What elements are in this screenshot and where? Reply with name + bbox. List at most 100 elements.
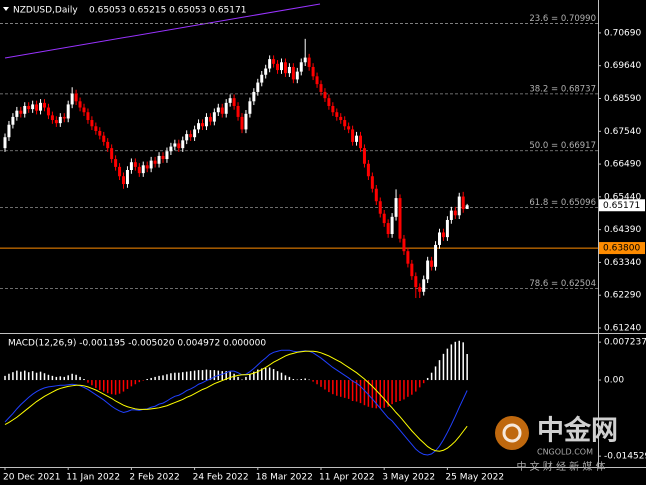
macd-histogram-bar xyxy=(253,371,255,381)
watermark-name: 中金网 xyxy=(537,415,618,447)
macd-histogram-bar xyxy=(126,380,129,389)
candle-body xyxy=(133,162,137,167)
candle-body xyxy=(165,151,169,160)
macd-histogram-bar xyxy=(395,380,397,403)
macd-histogram-bar xyxy=(332,380,334,395)
candle-body xyxy=(422,279,426,292)
candle-body xyxy=(335,112,339,117)
macd-y-tick-label: -0.014529 xyxy=(604,452,646,462)
macd-y-tick-label: 0.00 xyxy=(604,376,624,386)
macd-histogram-bar xyxy=(249,374,251,381)
y-tick-label: 0.64390 xyxy=(604,225,641,235)
macd-histogram-bar xyxy=(55,376,58,381)
macd-label: MACD(12,26,9) -0.001195 -0.005020 0.0049… xyxy=(8,339,266,349)
candle-body xyxy=(311,66,315,77)
candle-body xyxy=(185,134,189,141)
macd-histogram-bar xyxy=(375,380,378,409)
candle-body xyxy=(43,102,46,108)
candle-body xyxy=(465,205,469,209)
last-price-label: 0.65171 xyxy=(603,201,640,211)
macd-histogram-bar xyxy=(8,373,10,381)
price-tag xyxy=(599,242,645,255)
macd-histogram-bar xyxy=(450,344,453,381)
candle-body xyxy=(264,68,268,75)
candle-body xyxy=(145,165,149,169)
fib-label: 50.0 = 0.66917 xyxy=(529,141,596,151)
macd-histogram-bar xyxy=(20,371,22,381)
macd-histogram-bar xyxy=(312,380,314,382)
candle-body xyxy=(129,162,133,170)
macd-histogram-bar xyxy=(166,374,168,381)
macd-histogram-bar xyxy=(39,371,42,381)
candle-body xyxy=(240,116,244,130)
y-tick-label: 0.68590 xyxy=(604,94,641,104)
candle-body xyxy=(173,143,177,147)
macd-histogram-bar xyxy=(16,370,18,381)
y-tick-label: 0.61240 xyxy=(604,324,641,334)
candle-body xyxy=(102,135,106,142)
macd-histogram-bar xyxy=(47,374,50,381)
macd-histogram-bar xyxy=(351,380,354,401)
candle-body xyxy=(331,105,335,113)
macd-histogram-bar xyxy=(399,380,401,401)
macd-histogram-bar xyxy=(304,378,306,381)
candle-body xyxy=(414,276,418,288)
watermark: 中金网 CNGOLD.COM 中 文 财 经 新 媒 体 xyxy=(495,415,618,473)
watermark-tagline: 中 文 财 经 新 媒 体 xyxy=(516,460,605,473)
title-marker xyxy=(3,7,9,11)
macd-histogram-bar xyxy=(458,340,460,381)
macd-histogram-bar xyxy=(438,360,441,381)
macd-histogram-bar xyxy=(308,379,310,381)
macd-histogram-bar xyxy=(150,377,152,381)
macd-histogram-bar xyxy=(272,369,275,381)
candle-body xyxy=(272,59,276,64)
candle-body xyxy=(280,62,283,71)
macd-histogram-bar xyxy=(197,370,200,381)
macd-histogram-bar xyxy=(387,380,389,407)
macd-histogram-bar xyxy=(264,368,267,381)
macd-histogram-bar xyxy=(237,376,239,381)
candle-body xyxy=(78,101,82,108)
x-tick-label: 20 Dec 2021 xyxy=(3,473,61,483)
candle-body xyxy=(98,130,102,136)
macd-histogram-bar xyxy=(233,373,235,381)
macd-histogram-bar xyxy=(422,380,425,384)
candle-body xyxy=(406,251,410,264)
fib-label: 78.6 = 0.62504 xyxy=(529,279,596,289)
macd-histogram-bar xyxy=(292,379,295,381)
macd-histogram-bar xyxy=(71,373,73,381)
candle-body xyxy=(402,238,406,252)
macd-histogram-bar xyxy=(118,380,121,394)
candle-body xyxy=(295,71,299,80)
x-tick-label: 2 Feb 2022 xyxy=(129,473,179,483)
macd-histogram-bar xyxy=(426,377,429,381)
candle-body xyxy=(248,101,252,114)
macd-histogram-bar xyxy=(407,380,409,397)
candle-body xyxy=(453,210,457,216)
watermark-site: CNGOLD.COM xyxy=(537,448,593,457)
macd-histogram-bar xyxy=(300,379,302,381)
fib-label: 38.2 = 0.68737 xyxy=(529,84,596,94)
price-tag-label: 0.63800 xyxy=(603,244,640,254)
macd-histogram-bar xyxy=(182,372,184,381)
macd-histogram-bar xyxy=(193,370,196,381)
macd-histogram-bar xyxy=(225,371,227,381)
macd-histogram-bar xyxy=(419,380,421,388)
candle-body xyxy=(327,98,331,106)
macd-histogram-bar xyxy=(83,379,85,381)
candle-body xyxy=(39,102,43,111)
candle-body xyxy=(74,93,78,102)
candle-body xyxy=(362,148,366,164)
macd-histogram-bar xyxy=(43,373,46,381)
candle-body xyxy=(70,93,74,105)
y-tick-label: 0.63340 xyxy=(604,258,641,268)
candle-body xyxy=(351,129,355,142)
header-values: 0.65053 0.65215 0.65053 0.65171 xyxy=(89,6,246,16)
y-tick-label: 0.69640 xyxy=(604,61,641,71)
macd-histogram-bar xyxy=(138,380,141,383)
candle-body xyxy=(197,123,201,130)
macd-histogram-bar xyxy=(316,380,318,385)
candle-body xyxy=(46,107,50,116)
macd-histogram-bar xyxy=(4,375,6,381)
macd-histogram-bar xyxy=(454,341,457,381)
